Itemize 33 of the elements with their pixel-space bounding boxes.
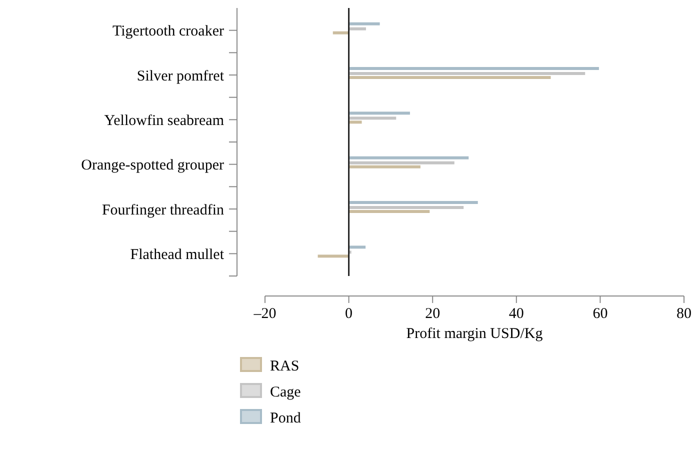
x-tick-label: 80 xyxy=(676,306,692,322)
bar xyxy=(348,206,464,209)
x-tick-label: 0 xyxy=(345,306,353,322)
bar xyxy=(348,210,430,213)
x-tick-label: –20 xyxy=(252,306,276,322)
bar xyxy=(348,27,366,30)
legend-label: RAS xyxy=(270,358,300,374)
bar xyxy=(318,254,349,258)
y-tick-label: Tigertooth croaker xyxy=(112,24,224,40)
y-tick-label: Orange-spotted grouper xyxy=(81,158,224,174)
legend-label: Cage xyxy=(270,384,302,400)
y-tick-label: Flathead mullet xyxy=(130,246,225,263)
x-axis-title: Profit margin USD/Kg xyxy=(406,326,544,342)
x-tick-label: 20 xyxy=(425,306,440,322)
y-tick-label: Silver pomfret xyxy=(136,68,225,84)
bar xyxy=(348,116,396,120)
y-tick-label: Yellowfin seabream xyxy=(104,112,224,129)
y-tick-label: Fourfinger threadfin xyxy=(102,202,224,218)
bar xyxy=(348,22,380,26)
legend-label: Pond xyxy=(270,410,302,426)
bar xyxy=(348,165,420,168)
bar xyxy=(348,112,410,115)
x-tick-label: 60 xyxy=(592,306,608,322)
bar xyxy=(348,76,551,79)
bar xyxy=(348,120,362,124)
bar xyxy=(332,31,349,34)
bar xyxy=(348,156,469,160)
bar xyxy=(348,161,454,164)
x-tick-label: 40 xyxy=(508,306,524,322)
bar xyxy=(348,201,478,204)
bar xyxy=(348,67,599,70)
bar xyxy=(348,246,366,249)
bar xyxy=(348,72,586,75)
